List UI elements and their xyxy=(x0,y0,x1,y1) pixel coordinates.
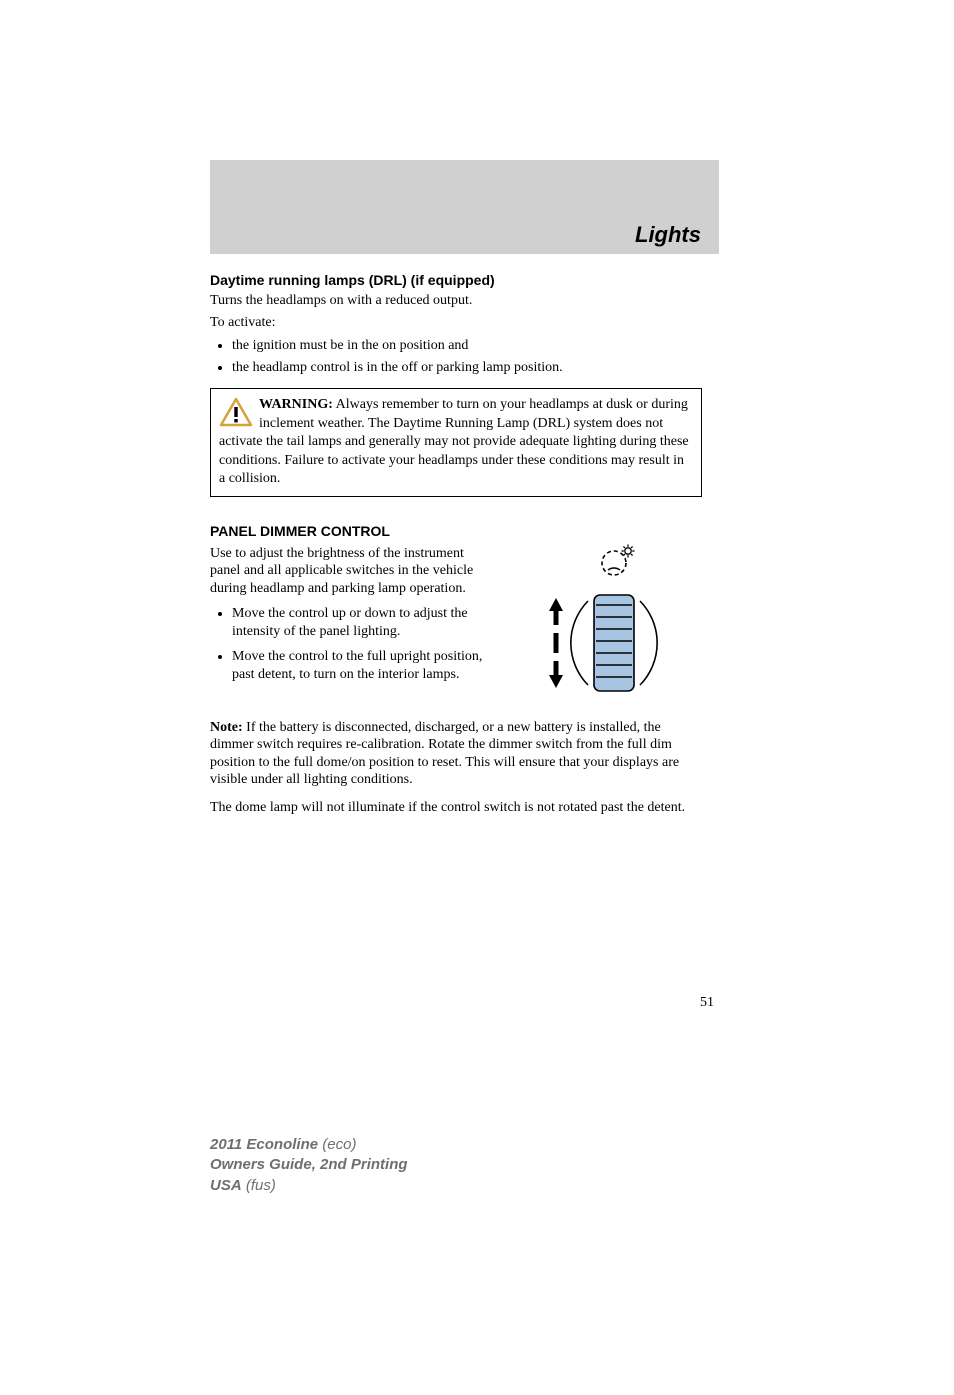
footer-code2: (fus) xyxy=(242,1177,276,1194)
warning-text: WARNING: Always remember to turn on your… xyxy=(219,397,689,486)
warning-label: WARNING: xyxy=(259,397,333,412)
dimmer-row: Use to adjust the brightness of the inst… xyxy=(210,543,702,713)
dimmer-bullets: Move the control up or down to adjust th… xyxy=(232,605,486,683)
list-item: the headlamp control is in the off or pa… xyxy=(232,359,702,377)
drl-heading: Daytime running lamps (DRL) (if equipped… xyxy=(210,272,702,288)
footer-region: USA xyxy=(210,1177,242,1194)
note-label: Note: xyxy=(210,720,243,735)
drl-intro2: To activate: xyxy=(210,314,702,332)
chapter-title: Lights xyxy=(635,222,701,248)
warning-box: WARNING: Always remember to turn on your… xyxy=(210,388,702,497)
footer-code1: (eco) xyxy=(318,1136,356,1153)
dimmer-text: Use to adjust the brightness of the inst… xyxy=(210,543,486,713)
drl-bullets: the ignition must be in the on position … xyxy=(232,337,702,376)
list-item: Move the control up or down to adjust th… xyxy=(232,605,486,640)
drl-intro1: Turns the headlamps on with a reduced ou… xyxy=(210,292,702,310)
warning-icon xyxy=(219,397,253,432)
footer: 2011 Econoline (eco) Owners Guide, 2nd P… xyxy=(210,1135,408,1196)
dimmer-illustration xyxy=(502,543,702,713)
chapter-header: Lights xyxy=(210,160,719,254)
page-content: Daytime running lamps (DRL) (if equipped… xyxy=(210,254,714,816)
list-item: Move the control to the full upright pos… xyxy=(232,648,486,683)
note-text: If the battery is disconnected, discharg… xyxy=(210,720,679,788)
dimmer-note: Note: If the battery is disconnected, di… xyxy=(210,719,702,789)
dimmer-heading: PANEL DIMMER CONTROL xyxy=(210,523,702,539)
list-item: the ignition must be in the on position … xyxy=(232,337,702,355)
footer-line2: Owners Guide, 2nd Printing xyxy=(210,1155,408,1175)
footer-line1: 2011 Econoline (eco) xyxy=(210,1135,408,1155)
page-number: 51 xyxy=(210,995,714,1011)
footer-line3: USA (fus) xyxy=(210,1176,408,1196)
dimmer-after-note: The dome lamp will not illuminate if the… xyxy=(210,799,702,817)
dimmer-intro: Use to adjust the brightness of the inst… xyxy=(210,545,486,598)
drl-section: Daytime running lamps (DRL) (if equipped… xyxy=(210,272,702,376)
footer-model: 2011 Econoline xyxy=(210,1136,318,1153)
